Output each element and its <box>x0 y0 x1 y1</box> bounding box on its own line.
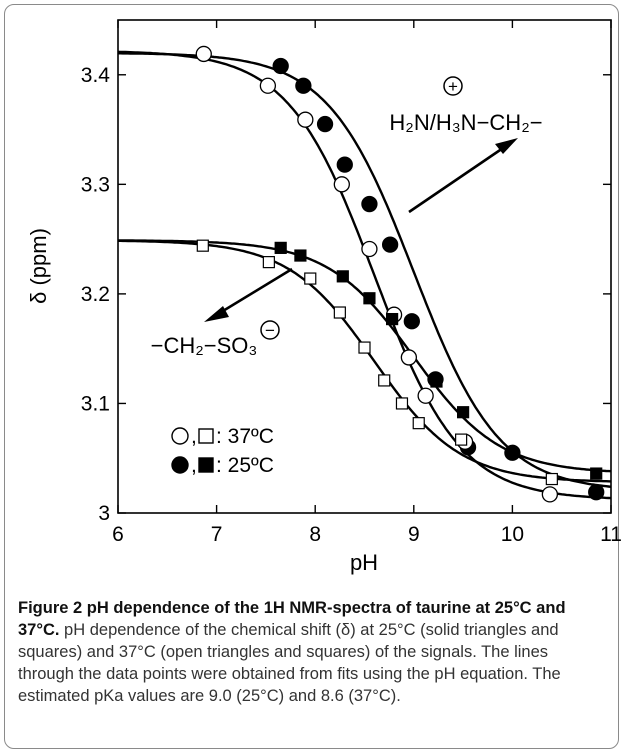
y-axis-label: δ (ppm) <box>26 228 51 304</box>
y-tick-label: 3.1 <box>81 392 110 415</box>
x-tick-label: 9 <box>408 523 420 546</box>
data-point-circle <box>336 156 353 173</box>
data-point-square <box>590 467 603 480</box>
data-point-square <box>358 341 371 354</box>
data-point-circle <box>361 195 378 213</box>
sulfonate-arrow <box>217 267 293 316</box>
data-point-square <box>196 239 209 252</box>
amine-label: H₂N/H₃N−CH₂− <box>389 110 542 135</box>
x-axis-label: pH <box>350 550 378 575</box>
data-point-circle <box>504 444 521 461</box>
data-point-square <box>545 472 558 486</box>
y-tick-label: 3.4 <box>81 64 111 87</box>
legend-open-label: : 37ºC <box>216 425 274 448</box>
data-point-square <box>336 270 349 283</box>
legend-filled-label: : 25ºC <box>216 454 274 477</box>
data-point-circle <box>295 77 312 94</box>
amine-charge: + <box>448 77 458 96</box>
data-point-square <box>455 433 468 446</box>
data-point-square <box>395 397 409 410</box>
data-point-circle <box>316 115 334 133</box>
data-point-square <box>430 375 443 388</box>
plot-frame <box>117 19 612 514</box>
legend-filled-circle <box>171 456 189 474</box>
data-point-square <box>304 272 317 285</box>
x-tick-label: 7 <box>211 523 223 546</box>
legend: , : 37ºC , : 25ºC <box>171 425 274 477</box>
data-point-square <box>412 417 425 430</box>
data-point-circle <box>541 486 559 503</box>
data-point-circle <box>297 111 314 128</box>
sulfonate-arrow-head <box>204 306 229 322</box>
x-tick-label: 8 <box>309 523 321 546</box>
data-point-circle <box>403 313 420 330</box>
data-markers <box>195 45 605 503</box>
data-point-circle <box>272 57 289 75</box>
svg-text:,: , <box>191 454 197 477</box>
sulfonate-charge: − <box>265 321 275 340</box>
chart: 6 7 8 9 10 11 3 3.1 3.2 3.3 3.4 pH δ (ppm) H₂N/H₃N… <box>26 19 622 575</box>
data-point-circle <box>259 77 277 94</box>
axis-ticks: 6 7 8 9 10 11 3 3.1 3.2 3.3 3.4 <box>81 20 622 546</box>
y-tick-label: 3 <box>98 502 110 525</box>
data-point-square <box>363 292 376 305</box>
data-point-square <box>262 256 275 269</box>
data-point-circle <box>361 240 378 258</box>
data-point-circle <box>333 176 350 193</box>
data-point-circle <box>417 387 434 404</box>
y-tick-label: 3.2 <box>81 283 110 306</box>
caption-body: pH dependence of the chemical shift (δ) … <box>18 621 561 705</box>
amine-arrow-head <box>495 138 518 154</box>
caption-title: Figure 2 pH dependence of the 1H NMR-spe… <box>18 599 566 639</box>
legend-open-square <box>198 428 214 444</box>
amine-arrow <box>408 144 507 214</box>
y-tick-label: 3.3 <box>81 173 110 196</box>
svg-text:,: , <box>191 425 197 448</box>
data-point-square <box>333 306 346 319</box>
amine-charge-circle <box>443 76 463 96</box>
legend-open-circle <box>171 427 189 445</box>
x-tick-label: 10 <box>501 523 524 546</box>
data-point-circle <box>381 236 399 253</box>
sulfonate-charge-circle <box>260 320 280 340</box>
data-point-circle <box>588 484 605 501</box>
data-point-square <box>294 249 307 262</box>
x-tick-label: 6 <box>112 523 124 546</box>
data-point-circle <box>400 349 418 366</box>
data-point-square <box>457 406 470 419</box>
legend-filled-square <box>198 457 214 473</box>
figure-caption: Figure 2 pH dependence of the 1H NMR-spe… <box>18 597 608 707</box>
x-tick-label: 11 <box>600 523 622 546</box>
data-point-square <box>378 374 391 387</box>
sulfonate-label: −CH₂−SO₃ <box>151 333 258 358</box>
data-point-circle <box>195 45 212 63</box>
data-point-square <box>386 312 399 326</box>
figure-frame <box>4 4 619 749</box>
data-point-square <box>274 241 287 254</box>
